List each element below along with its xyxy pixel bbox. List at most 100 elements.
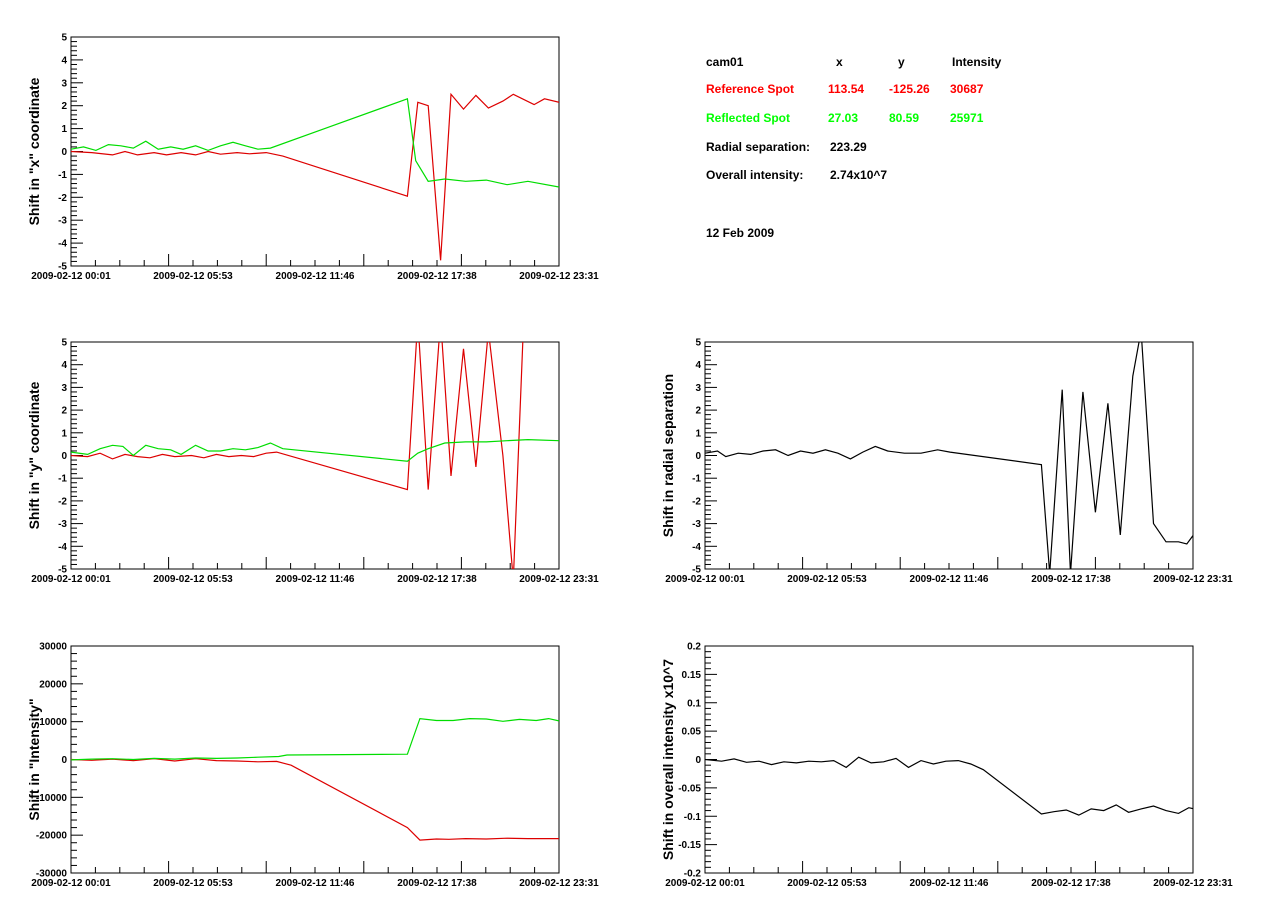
y-tick-label: 1 bbox=[695, 428, 701, 439]
x-tick-label: 2009-02-12 05:53 bbox=[787, 878, 867, 889]
x-tick-label: 2009-02-12 11:46 bbox=[276, 878, 355, 889]
x-tick-label: 2009-02-12 23:31 bbox=[1153, 878, 1233, 889]
plot-frame bbox=[70, 341, 560, 570]
series-line-reference bbox=[71, 342, 524, 569]
y-tick-label: -0.2 bbox=[684, 869, 702, 880]
y-tick-label: 4 bbox=[695, 360, 701, 371]
y-tick-label: -3 bbox=[58, 519, 67, 530]
x-tick-label: 2009-02-12 17:38 bbox=[1031, 574, 1111, 585]
y-tick-label: 5 bbox=[61, 338, 67, 349]
x-tick-label: 2009-02-12 17:38 bbox=[397, 878, 477, 889]
x-tick-label: 2009-02-12 00:01 bbox=[31, 271, 111, 282]
radial-separation-value: 223.29 bbox=[830, 140, 867, 154]
y-tick-label: -4 bbox=[58, 239, 67, 250]
series-line-radial bbox=[705, 342, 1193, 569]
y-tick-label: -2 bbox=[58, 193, 67, 204]
col-y-header: y bbox=[898, 55, 905, 69]
x-tick-label: 2009-02-12 11:46 bbox=[276, 574, 355, 585]
y-tick-label: 0.2 bbox=[687, 642, 701, 653]
y-tick-label: 5 bbox=[61, 33, 67, 44]
y-tick-label: -20000 bbox=[36, 831, 68, 842]
y-tick-label: 2 bbox=[695, 406, 701, 417]
series-line-reference bbox=[71, 92, 559, 261]
y-tick-label: 0 bbox=[61, 147, 67, 158]
col-x-header: x bbox=[836, 55, 843, 69]
y-tick-label: 1 bbox=[61, 124, 67, 135]
y-tick-label: 4 bbox=[61, 360, 67, 371]
y-tick-label: 0 bbox=[61, 755, 67, 766]
x-tick-label: 2009-02-12 11:46 bbox=[276, 271, 355, 282]
x-tick-label: 2009-02-12 00:01 bbox=[31, 878, 111, 889]
y-tick-label: 3 bbox=[61, 78, 67, 89]
overall-intensity-label: Overall intensity: bbox=[706, 168, 804, 182]
y-tick-label: -30000 bbox=[36, 869, 68, 880]
y-tick-label: 0.15 bbox=[682, 670, 702, 681]
x-tick-label: 2009-02-12 00:01 bbox=[665, 574, 745, 585]
y-tick-label: 2 bbox=[61, 101, 67, 112]
reference-spot-label: Reference Spot bbox=[706, 82, 795, 96]
y-tick-label: -4 bbox=[692, 542, 701, 553]
y-tick-label: -1 bbox=[692, 474, 701, 485]
reflected-spot-x: 27.03 bbox=[828, 111, 859, 125]
y-tick-label: 3 bbox=[695, 383, 701, 394]
x-tick-label: 2009-02-12 17:38 bbox=[397, 271, 477, 282]
reference-spot-x: 113.54 bbox=[828, 82, 865, 96]
radial-separation-label: Radial separation: bbox=[706, 140, 811, 154]
y-tick-label: 30000 bbox=[39, 642, 67, 653]
y-tick-label: 4 bbox=[61, 55, 67, 66]
y-axis-label: Shift in radial separation bbox=[660, 374, 676, 537]
reference-spot-intensity: 30687 bbox=[950, 82, 984, 96]
series-line-radial bbox=[705, 756, 1193, 816]
y-tick-label: 3 bbox=[61, 383, 67, 394]
y-tick-label: -2 bbox=[58, 496, 67, 507]
overall-intensity-value: 2.74x10^7 bbox=[830, 168, 888, 182]
reflected-spot-label: Reflected Spot bbox=[706, 111, 791, 125]
y-tick-label: -1 bbox=[58, 474, 67, 485]
x-tick-label: 2009-02-12 05:53 bbox=[787, 574, 867, 585]
y-axis-label: Shift in "y" coordinate bbox=[26, 381, 42, 529]
x-tick-label: 2009-02-12 11:46 bbox=[910, 878, 989, 889]
y-tick-label: 0 bbox=[695, 755, 701, 766]
date-label: 12 Feb 2009 bbox=[706, 226, 775, 240]
y-tick-label: 1 bbox=[61, 428, 67, 439]
series-line-reflected bbox=[71, 97, 559, 188]
chart-shift-x: -5 -4 -3 -2 -1 0 1 2 3 4 5 2009-02-12 00:01 2009-02-… bbox=[26, 33, 599, 283]
y-tick-label: -4 bbox=[58, 542, 67, 553]
y-tick-label: 0 bbox=[695, 451, 701, 462]
chart-shift-intensity: -30000 -20000 -10000 0 10000 20000 30000 2009-0… bbox=[26, 642, 599, 890]
x-tick-label: 2009-02-12 17:38 bbox=[1031, 878, 1111, 889]
y-tick-label: 20000 bbox=[39, 679, 67, 690]
y-tick-label: -1 bbox=[58, 170, 67, 181]
chart-shift-y: -5 -4 -3 -2 -1 0 1 2 3 4 5 2009-02-12 00:01 2009-02-… bbox=[26, 338, 599, 586]
y-tick-label: -0.1 bbox=[684, 812, 702, 823]
y-axis-label: Shift in overall intensity x10^7 bbox=[660, 659, 676, 860]
y-tick-label: -3 bbox=[692, 519, 701, 530]
x-tick-label: 2009-02-12 00:01 bbox=[31, 574, 111, 585]
y-tick-label: 0 bbox=[61, 451, 67, 462]
x-tick-label: 2009-02-12 23:31 bbox=[519, 271, 599, 282]
y-tick-label: -5 bbox=[58, 565, 67, 576]
x-tick-label: 2009-02-12 17:38 bbox=[397, 574, 477, 585]
chart-shift-radial: -5 -4 -3 -2 -1 0 1 2 3 4 5 2009-02-12 00:01 2009-02-… bbox=[660, 338, 1233, 586]
x-tick-label: 2009-02-12 00:01 bbox=[665, 878, 745, 889]
y-axis-label: Shift in "x" coordinate bbox=[26, 77, 42, 225]
reflected-spot-y: 80.59 bbox=[889, 111, 920, 125]
camera-label: cam01 bbox=[706, 55, 744, 69]
series-line-reference bbox=[71, 758, 559, 841]
y-tick-label: -10000 bbox=[36, 793, 68, 804]
y-tick-label: 0.1 bbox=[687, 698, 701, 709]
reference-spot-y: -125.26 bbox=[889, 82, 930, 96]
x-tick-label: 2009-02-12 23:31 bbox=[1153, 574, 1233, 585]
x-tick-label: 2009-02-12 05:53 bbox=[153, 574, 233, 585]
y-axis-label: Shift in "Intensity" bbox=[26, 698, 42, 820]
y-tick-label: 2 bbox=[61, 406, 67, 417]
y-tick-label: -0.15 bbox=[678, 840, 701, 851]
y-tick-label: -5 bbox=[692, 565, 701, 576]
chart-shift-overall: -0.2 -0.15 -0.1 -0.05 0 0.05 0.1 0.15 0.2 2009-02… bbox=[660, 642, 1233, 890]
x-tick-label: 2009-02-12 05:53 bbox=[153, 878, 233, 889]
y-tick-label: -3 bbox=[58, 216, 67, 227]
y-tick-label: 0.05 bbox=[682, 727, 702, 738]
y-tick-label: -5 bbox=[58, 262, 67, 273]
col-intensity-header: Intensity bbox=[952, 55, 1002, 69]
